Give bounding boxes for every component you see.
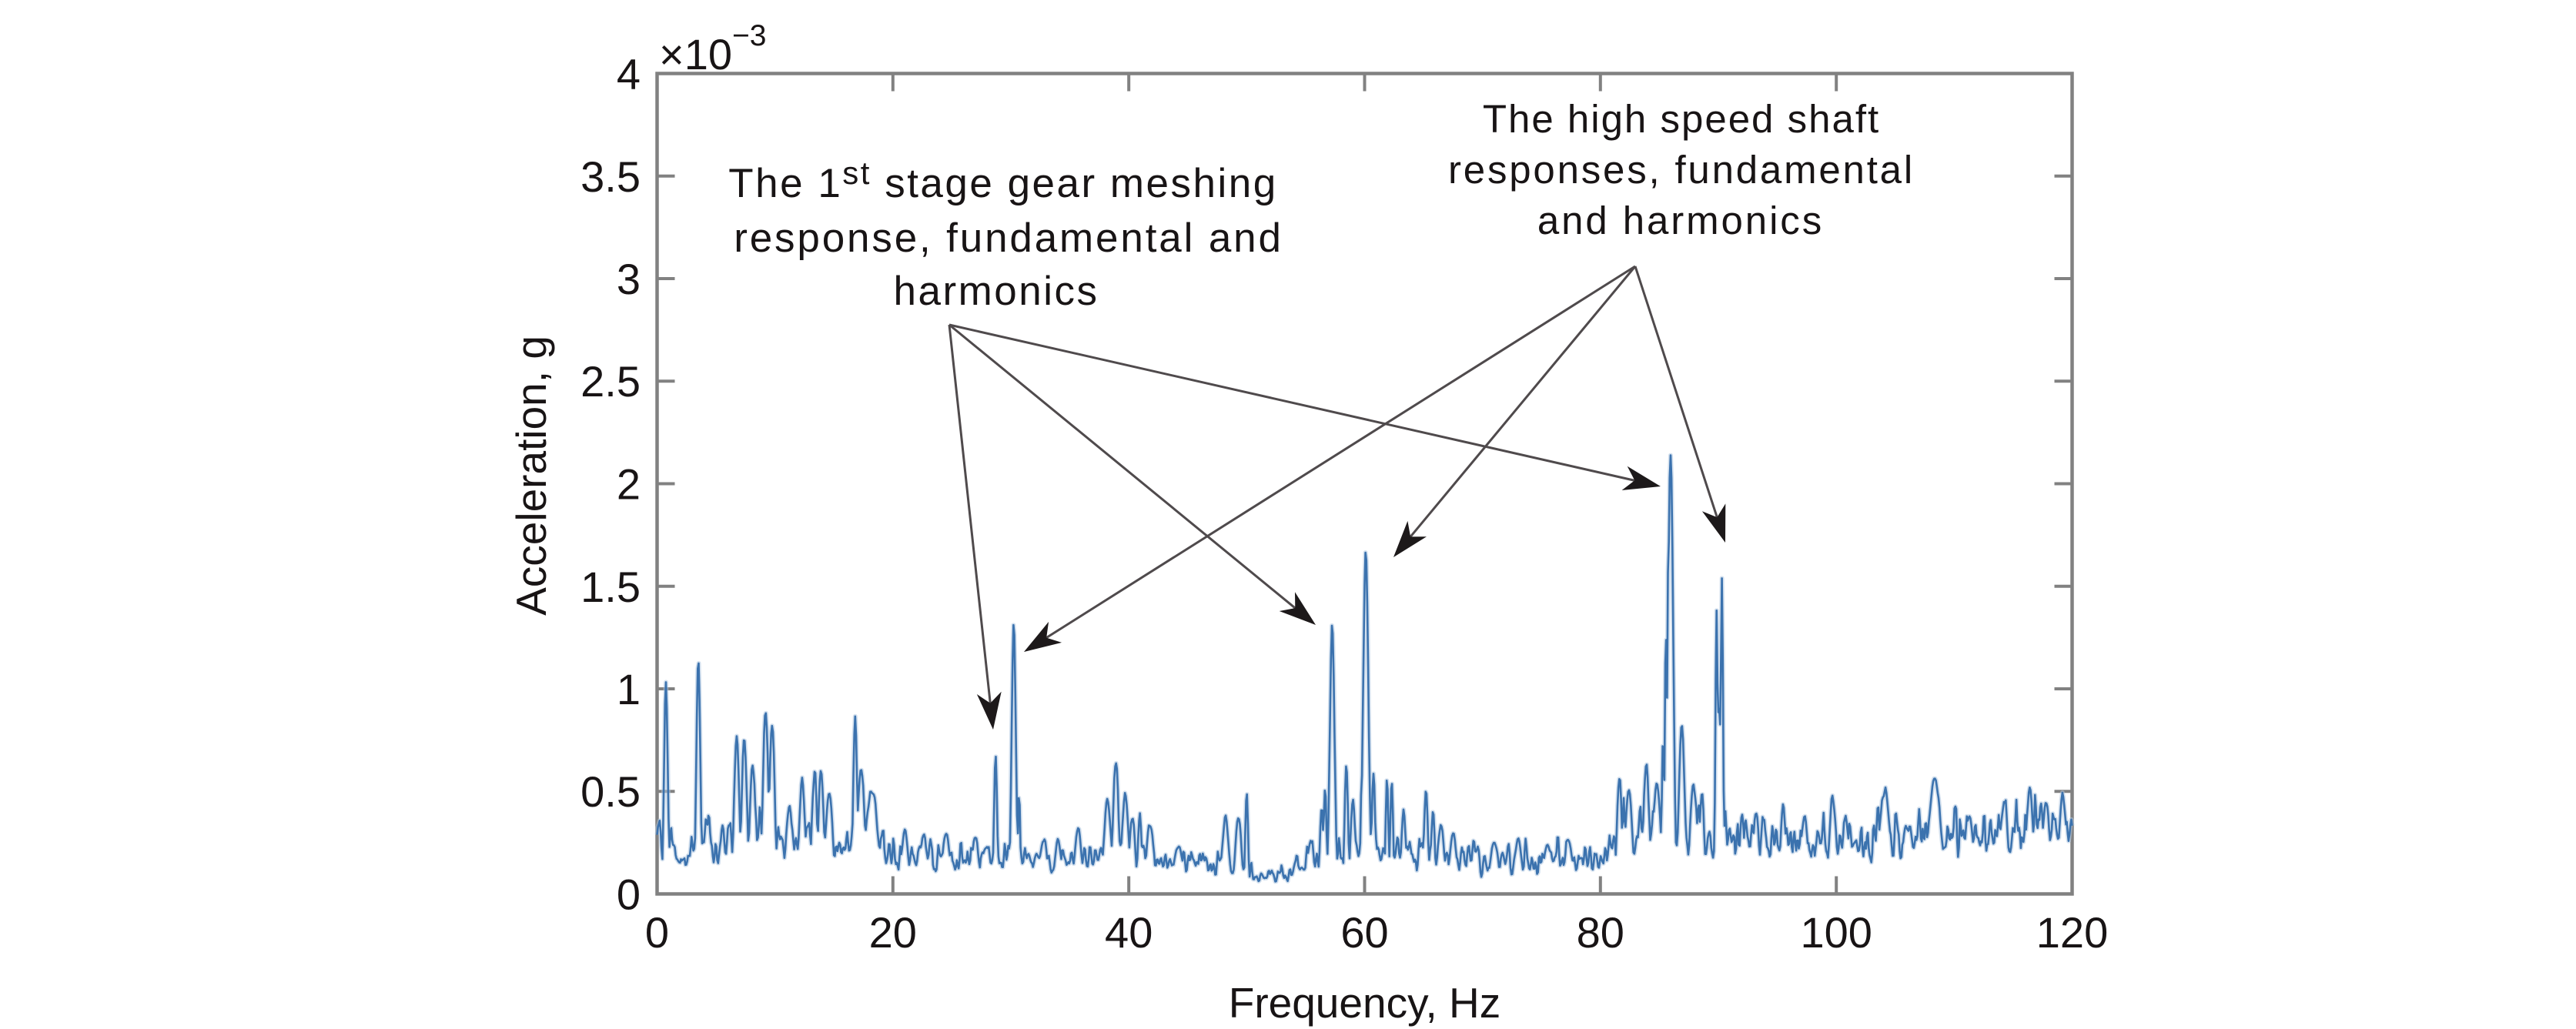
svg-text:0: 0 [645,908,669,957]
svg-text:The 1st stage gear meshing: The 1st stage gear meshing [728,155,1277,206]
svg-text:and harmonics: and harmonics [1537,199,1824,242]
svg-text:0: 0 [617,870,641,919]
svg-text:80: 80 [1577,908,1624,957]
svg-text:40: 40 [1105,908,1153,957]
svg-text:20: 20 [869,908,917,957]
svg-text:1: 1 [617,665,641,713]
svg-text:Frequency, Hz: Frequency, Hz [1229,979,1501,1027]
svg-text:harmonics: harmonics [894,269,1099,314]
svg-text:responses, fundamental: responses, fundamental [1448,148,1915,192]
svg-text:60: 60 [1340,908,1388,957]
svg-text:3: 3 [617,255,641,303]
svg-text:response, fundamental and: response, fundamental and [734,215,1283,261]
svg-text:0.5: 0.5 [580,767,641,816]
svg-text:Acceleration, g: Acceleration, g [507,336,555,616]
svg-text:120: 120 [2036,908,2108,957]
svg-text:1.5: 1.5 [580,563,641,611]
svg-text:3.5: 3.5 [580,152,641,201]
svg-text:4: 4 [617,50,641,99]
svg-text:100: 100 [1800,908,1872,957]
svg-text:2: 2 [617,460,641,509]
svg-text:The high speed shaft: The high speed shaft [1483,97,1880,141]
svg-text:2.5: 2.5 [580,357,641,406]
